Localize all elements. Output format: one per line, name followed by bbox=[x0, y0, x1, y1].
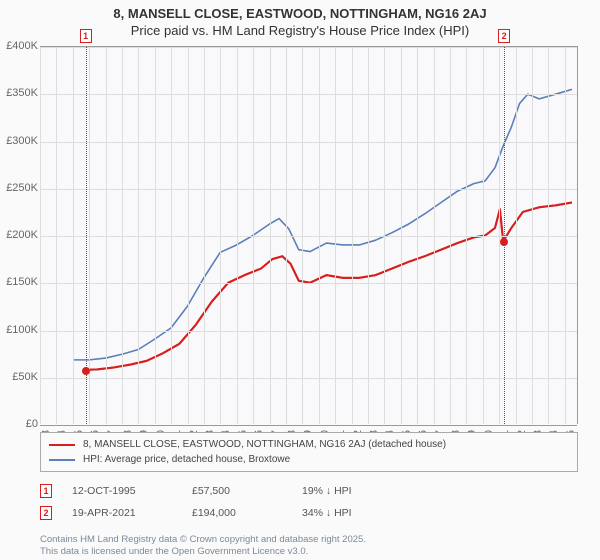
gridline-vertical bbox=[368, 47, 369, 424]
gridline-vertical bbox=[417, 47, 418, 424]
sales-table: 1 12-OCT-1995 £57,500 19% ↓ HPI 2 19-APR-2021… bbox=[40, 480, 578, 524]
attribution-line: Contains HM Land Registry data © Crown c… bbox=[40, 534, 366, 546]
legend-swatch bbox=[49, 444, 75, 446]
sale-price: £57,500 bbox=[192, 485, 282, 497]
chart-plot-area: 1993199419951996199719981999200020012002… bbox=[40, 46, 578, 424]
gridline-horizontal bbox=[40, 378, 577, 379]
legend-swatch bbox=[49, 459, 75, 461]
gridline-horizontal bbox=[40, 283, 577, 284]
legend-and-sales: 8, MANSELL CLOSE, EASTWOOD, NOTTINGHAM, … bbox=[40, 432, 578, 524]
gridline-vertical bbox=[155, 47, 156, 424]
gridline-vertical bbox=[56, 47, 57, 424]
sale-price: £194,000 bbox=[192, 507, 282, 519]
chart-title: 8, MANSELL CLOSE, EASTWOOD, NOTTINGHAM, … bbox=[0, 6, 600, 21]
gridline-vertical bbox=[335, 47, 336, 424]
gridline-vertical bbox=[384, 47, 385, 424]
attribution: Contains HM Land Registry data © Crown c… bbox=[40, 534, 366, 558]
sale-row: 1 12-OCT-1995 £57,500 19% ↓ HPI bbox=[40, 480, 578, 502]
gridline-horizontal bbox=[40, 189, 577, 190]
legend-item: HPI: Average price, detached house, Brox… bbox=[49, 452, 569, 467]
sale-date: 19-APR-2021 bbox=[72, 507, 172, 519]
gridline-vertical bbox=[483, 47, 484, 424]
gridline-horizontal bbox=[40, 142, 577, 143]
y-axis-label: £400K bbox=[0, 40, 38, 52]
attribution-line: This data is licensed under the Open Gov… bbox=[40, 546, 366, 558]
sale-marker-dot bbox=[82, 367, 90, 375]
sale-row-marker: 1 bbox=[40, 484, 52, 498]
gridline-horizontal bbox=[40, 425, 577, 426]
gridline-vertical bbox=[548, 47, 549, 424]
gridline-vertical bbox=[188, 47, 189, 424]
gridline-vertical bbox=[401, 47, 402, 424]
gridline-horizontal bbox=[40, 331, 577, 332]
y-axis-label: £100K bbox=[0, 324, 38, 336]
gridline-vertical bbox=[253, 47, 254, 424]
gridline-vertical bbox=[499, 47, 500, 424]
y-axis-label: £0 bbox=[0, 418, 38, 430]
sale-row-marker: 2 bbox=[40, 506, 52, 520]
sale-marker-dot bbox=[500, 238, 508, 246]
gridline-vertical bbox=[565, 47, 566, 424]
gridline-vertical bbox=[220, 47, 221, 424]
gridline-vertical bbox=[122, 47, 123, 424]
gridline-vertical bbox=[466, 47, 467, 424]
gridline-vertical bbox=[532, 47, 533, 424]
sale-marker-vline bbox=[504, 47, 505, 424]
sale-marker-box: 1 bbox=[80, 29, 92, 43]
sale-date: 12-OCT-1995 bbox=[72, 485, 172, 497]
gridline-vertical bbox=[302, 47, 303, 424]
gridline-vertical bbox=[450, 47, 451, 424]
gridline-vertical bbox=[73, 47, 74, 424]
legend-item: 8, MANSELL CLOSE, EASTWOOD, NOTTINGHAM, … bbox=[49, 437, 569, 452]
y-axis-label: £350K bbox=[0, 87, 38, 99]
series-line-hpi bbox=[73, 89, 572, 359]
gridline-vertical bbox=[237, 47, 238, 424]
gridline-vertical bbox=[270, 47, 271, 424]
sale-diff-vs-hpi: 19% ↓ HPI bbox=[302, 485, 392, 497]
y-axis-label: £50K bbox=[0, 371, 38, 383]
legend-label: 8, MANSELL CLOSE, EASTWOOD, NOTTINGHAM, … bbox=[83, 439, 446, 450]
legend-box: 8, MANSELL CLOSE, EASTWOOD, NOTTINGHAM, … bbox=[40, 432, 578, 472]
gridline-horizontal bbox=[40, 47, 577, 48]
gridline-vertical bbox=[319, 47, 320, 424]
gridline-vertical bbox=[89, 47, 90, 424]
chart-container: 8, MANSELL CLOSE, EASTWOOD, NOTTINGHAM, … bbox=[0, 0, 600, 560]
y-axis-label: £300K bbox=[0, 135, 38, 147]
gridline-vertical bbox=[434, 47, 435, 424]
sale-diff-vs-hpi: 34% ↓ HPI bbox=[302, 507, 392, 519]
y-axis-label: £150K bbox=[0, 276, 38, 288]
gridline-horizontal bbox=[40, 236, 577, 237]
y-axis-label: £250K bbox=[0, 182, 38, 194]
gridline-vertical bbox=[40, 47, 41, 424]
gridline-vertical bbox=[171, 47, 172, 424]
gridline-vertical bbox=[516, 47, 517, 424]
y-axis-label: £200K bbox=[0, 229, 38, 241]
sale-marker-box: 2 bbox=[498, 29, 510, 43]
gridline-vertical bbox=[352, 47, 353, 424]
gridline-vertical bbox=[138, 47, 139, 424]
sale-row: 2 19-APR-2021 £194,000 34% ↓ HPI bbox=[40, 502, 578, 524]
gridline-vertical bbox=[204, 47, 205, 424]
gridline-vertical bbox=[106, 47, 107, 424]
gridline-vertical bbox=[286, 47, 287, 424]
legend-label: HPI: Average price, detached house, Brox… bbox=[83, 454, 290, 465]
gridline-horizontal bbox=[40, 94, 577, 95]
